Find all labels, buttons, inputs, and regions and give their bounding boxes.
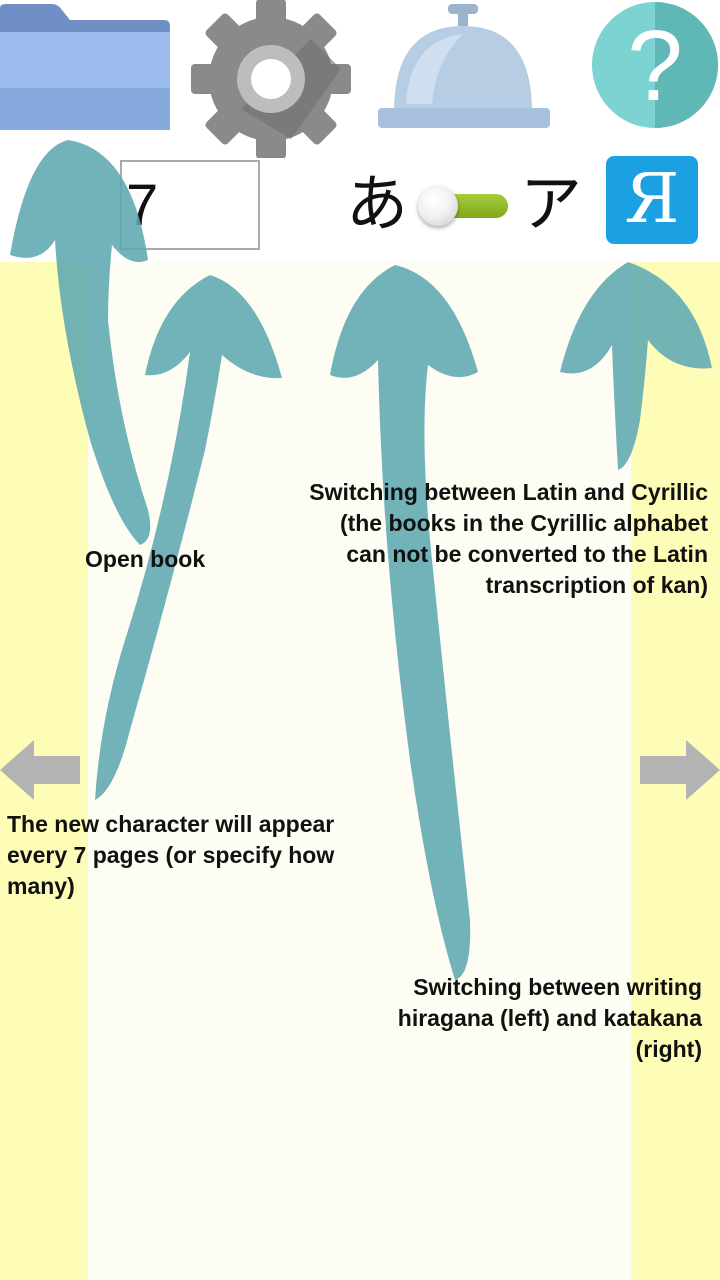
alphabet-toggle-button[interactable]: Я [606,156,698,244]
note-new-character: The new character will appear every 7 pa… [7,811,335,899]
arrow-right-icon[interactable] [638,740,720,800]
pages-per-character-input[interactable] [120,160,260,250]
svg-text:?: ? [627,10,683,122]
page-area [88,262,631,1280]
kana-toggle-knob [418,186,458,226]
note-hiragana-katakana: Switching between writing hiragana (left… [397,974,702,1062]
kana-toggle[interactable] [418,186,510,226]
hiragana-label: あ [346,167,409,240]
folder-icon[interactable] [0,0,170,130]
katakana-label: ア [520,167,583,240]
gear-icon[interactable] [182,0,360,158]
arrow-left-icon[interactable] [0,740,82,800]
note-open-book: Open book [85,546,206,572]
service-bell-icon[interactable] [376,0,552,130]
note-latin-cyrillic: Switching between Latin and Cyrillic (th… [309,479,708,598]
help-icon[interactable]: ? [590,0,720,130]
